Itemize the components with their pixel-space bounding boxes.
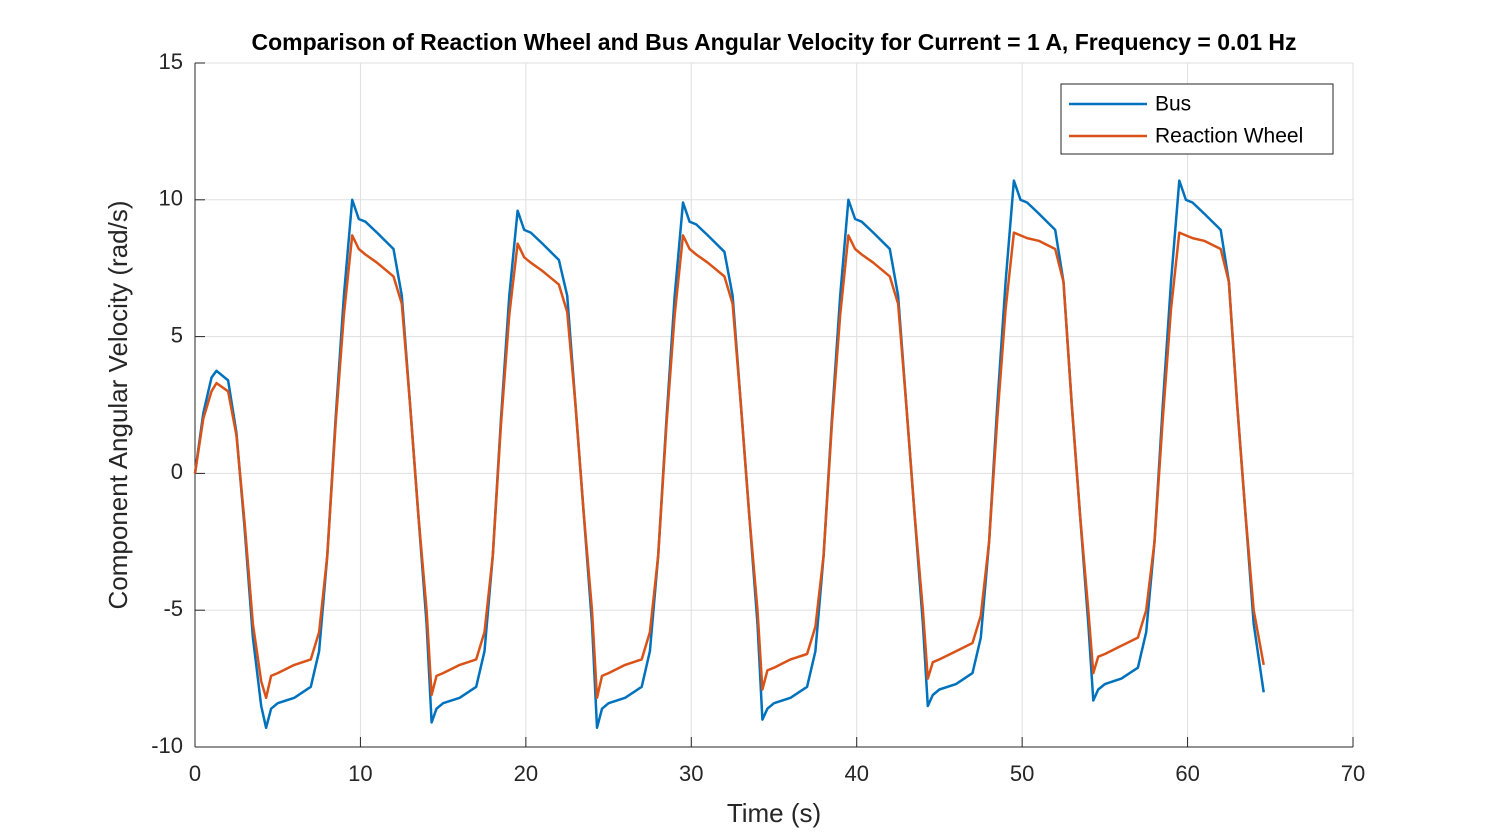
x-tick-label: 20 — [514, 761, 538, 786]
y-tick-label: -10 — [151, 733, 183, 758]
series-line — [193, 179, 1265, 730]
legend-label: Bus — [1155, 93, 1191, 116]
legend-box — [1060, 83, 1334, 155]
x-tick-label: 30 — [679, 761, 703, 786]
x-tick-label: 10 — [348, 761, 372, 786]
x-tick-label: 50 — [1010, 761, 1034, 786]
x-axis-label: Time (s) — [727, 798, 821, 828]
x-tick-label: 70 — [1341, 761, 1365, 786]
y-tick-label: 0 — [171, 459, 183, 484]
legend: Bus Reaction Wheel — [1060, 83, 1334, 155]
y-tick-label: 5 — [171, 322, 183, 347]
chart-title: Comparison of Reaction Wheel and Bus Ang… — [251, 29, 1296, 55]
y-tick-label: 15 — [159, 49, 183, 74]
y-tick-label: -5 — [163, 596, 183, 621]
x-tick-label: 0 — [189, 761, 201, 786]
y-axis-label: Component Angular Velocity (rad/s) — [103, 201, 133, 610]
x-tick-label: 40 — [844, 761, 868, 786]
legend-label: Reaction Wheel — [1155, 125, 1303, 148]
series-line — [193, 231, 1265, 700]
y-tick-label: 10 — [159, 186, 183, 211]
x-tick-label: 60 — [1175, 761, 1199, 786]
